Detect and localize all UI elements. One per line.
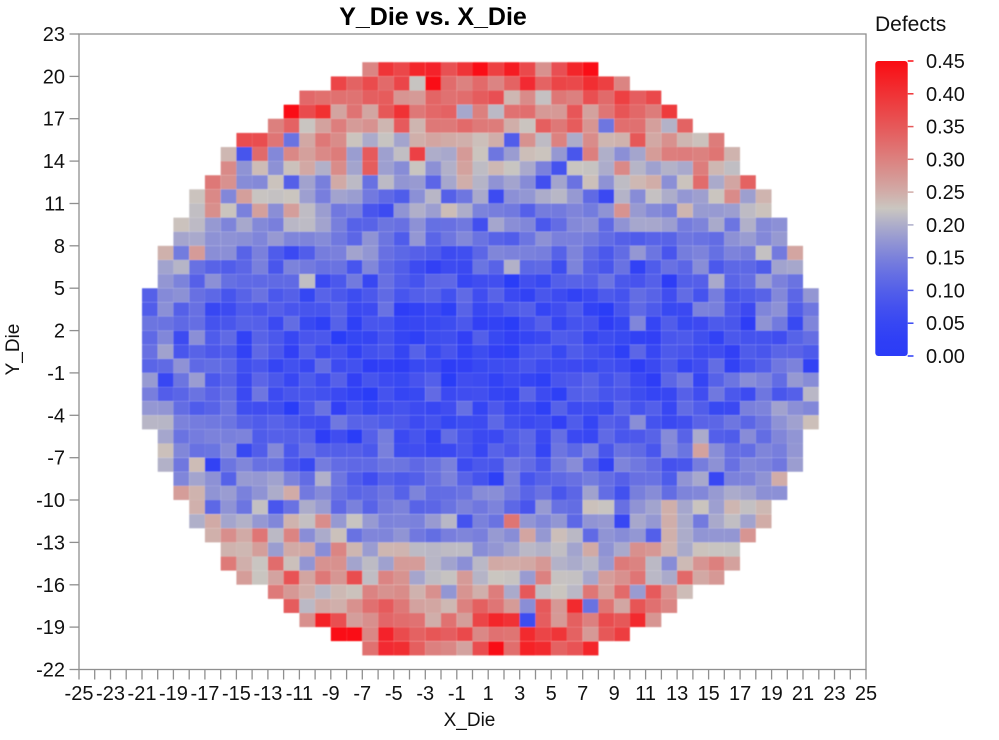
svg-text:9: 9: [609, 683, 620, 705]
svg-text:-19: -19: [36, 617, 65, 639]
svg-text:0.00: 0.00: [926, 346, 965, 368]
svg-text:-13: -13: [253, 683, 282, 705]
svg-text:-10: -10: [36, 490, 65, 512]
svg-text:17: 17: [729, 683, 751, 705]
svg-text:0.15: 0.15: [926, 248, 965, 270]
svg-text:17: 17: [43, 109, 65, 131]
svg-text:-16: -16: [36, 575, 65, 597]
svg-text:-23: -23: [96, 683, 125, 705]
svg-text:-22: -22: [36, 660, 65, 682]
svg-text:0.30: 0.30: [926, 149, 965, 171]
svg-text:0.40: 0.40: [926, 84, 965, 106]
svg-text:0.35: 0.35: [926, 117, 965, 139]
svg-text:0.20: 0.20: [926, 215, 965, 237]
svg-text:7: 7: [577, 683, 588, 705]
svg-text:-9: -9: [322, 683, 340, 705]
svg-text:23: 23: [43, 24, 65, 46]
svg-text:-25: -25: [65, 683, 94, 705]
svg-text:-17: -17: [190, 683, 219, 705]
svg-text:-11: -11: [286, 683, 313, 705]
svg-text:-13: -13: [36, 532, 65, 554]
svg-text:Y_Die vs. X_Die: Y_Die vs. X_Die: [339, 3, 527, 31]
svg-text:2: 2: [54, 321, 65, 343]
svg-text:0.25: 0.25: [926, 182, 965, 204]
svg-text:0.45: 0.45: [926, 51, 965, 73]
svg-text:-1: -1: [47, 363, 65, 385]
svg-text:0.05: 0.05: [926, 313, 965, 335]
svg-text:-15: -15: [222, 683, 251, 705]
svg-text:0.10: 0.10: [926, 280, 965, 302]
svg-text:-5: -5: [385, 683, 403, 705]
svg-text:Defects: Defects: [875, 13, 946, 36]
svg-text:Y_Die: Y_Die: [3, 324, 24, 376]
svg-text:-19: -19: [159, 683, 188, 705]
svg-text:-3: -3: [416, 683, 434, 705]
svg-text:21: 21: [792, 683, 814, 705]
svg-text:11: 11: [44, 194, 65, 216]
svg-text:3: 3: [514, 683, 525, 705]
svg-text:20: 20: [43, 66, 65, 88]
svg-text:-7: -7: [47, 448, 65, 470]
svg-text:14: 14: [43, 151, 65, 173]
svg-text:15: 15: [697, 683, 719, 705]
svg-text:23: 23: [823, 683, 845, 705]
svg-text:11: 11: [635, 683, 656, 705]
svg-text:-7: -7: [353, 683, 371, 705]
svg-text:-4: -4: [47, 405, 65, 427]
svg-text:-21: -21: [128, 683, 157, 705]
svg-text:X_Die: X_Die: [444, 710, 496, 731]
svg-text:5: 5: [54, 278, 65, 300]
svg-text:25: 25: [855, 683, 877, 705]
svg-text:5: 5: [546, 683, 557, 705]
svg-text:13: 13: [666, 683, 688, 705]
svg-text:19: 19: [760, 683, 782, 705]
svg-text:-1: -1: [448, 683, 466, 705]
svg-text:1: 1: [483, 683, 494, 705]
svg-text:8: 8: [54, 236, 65, 258]
